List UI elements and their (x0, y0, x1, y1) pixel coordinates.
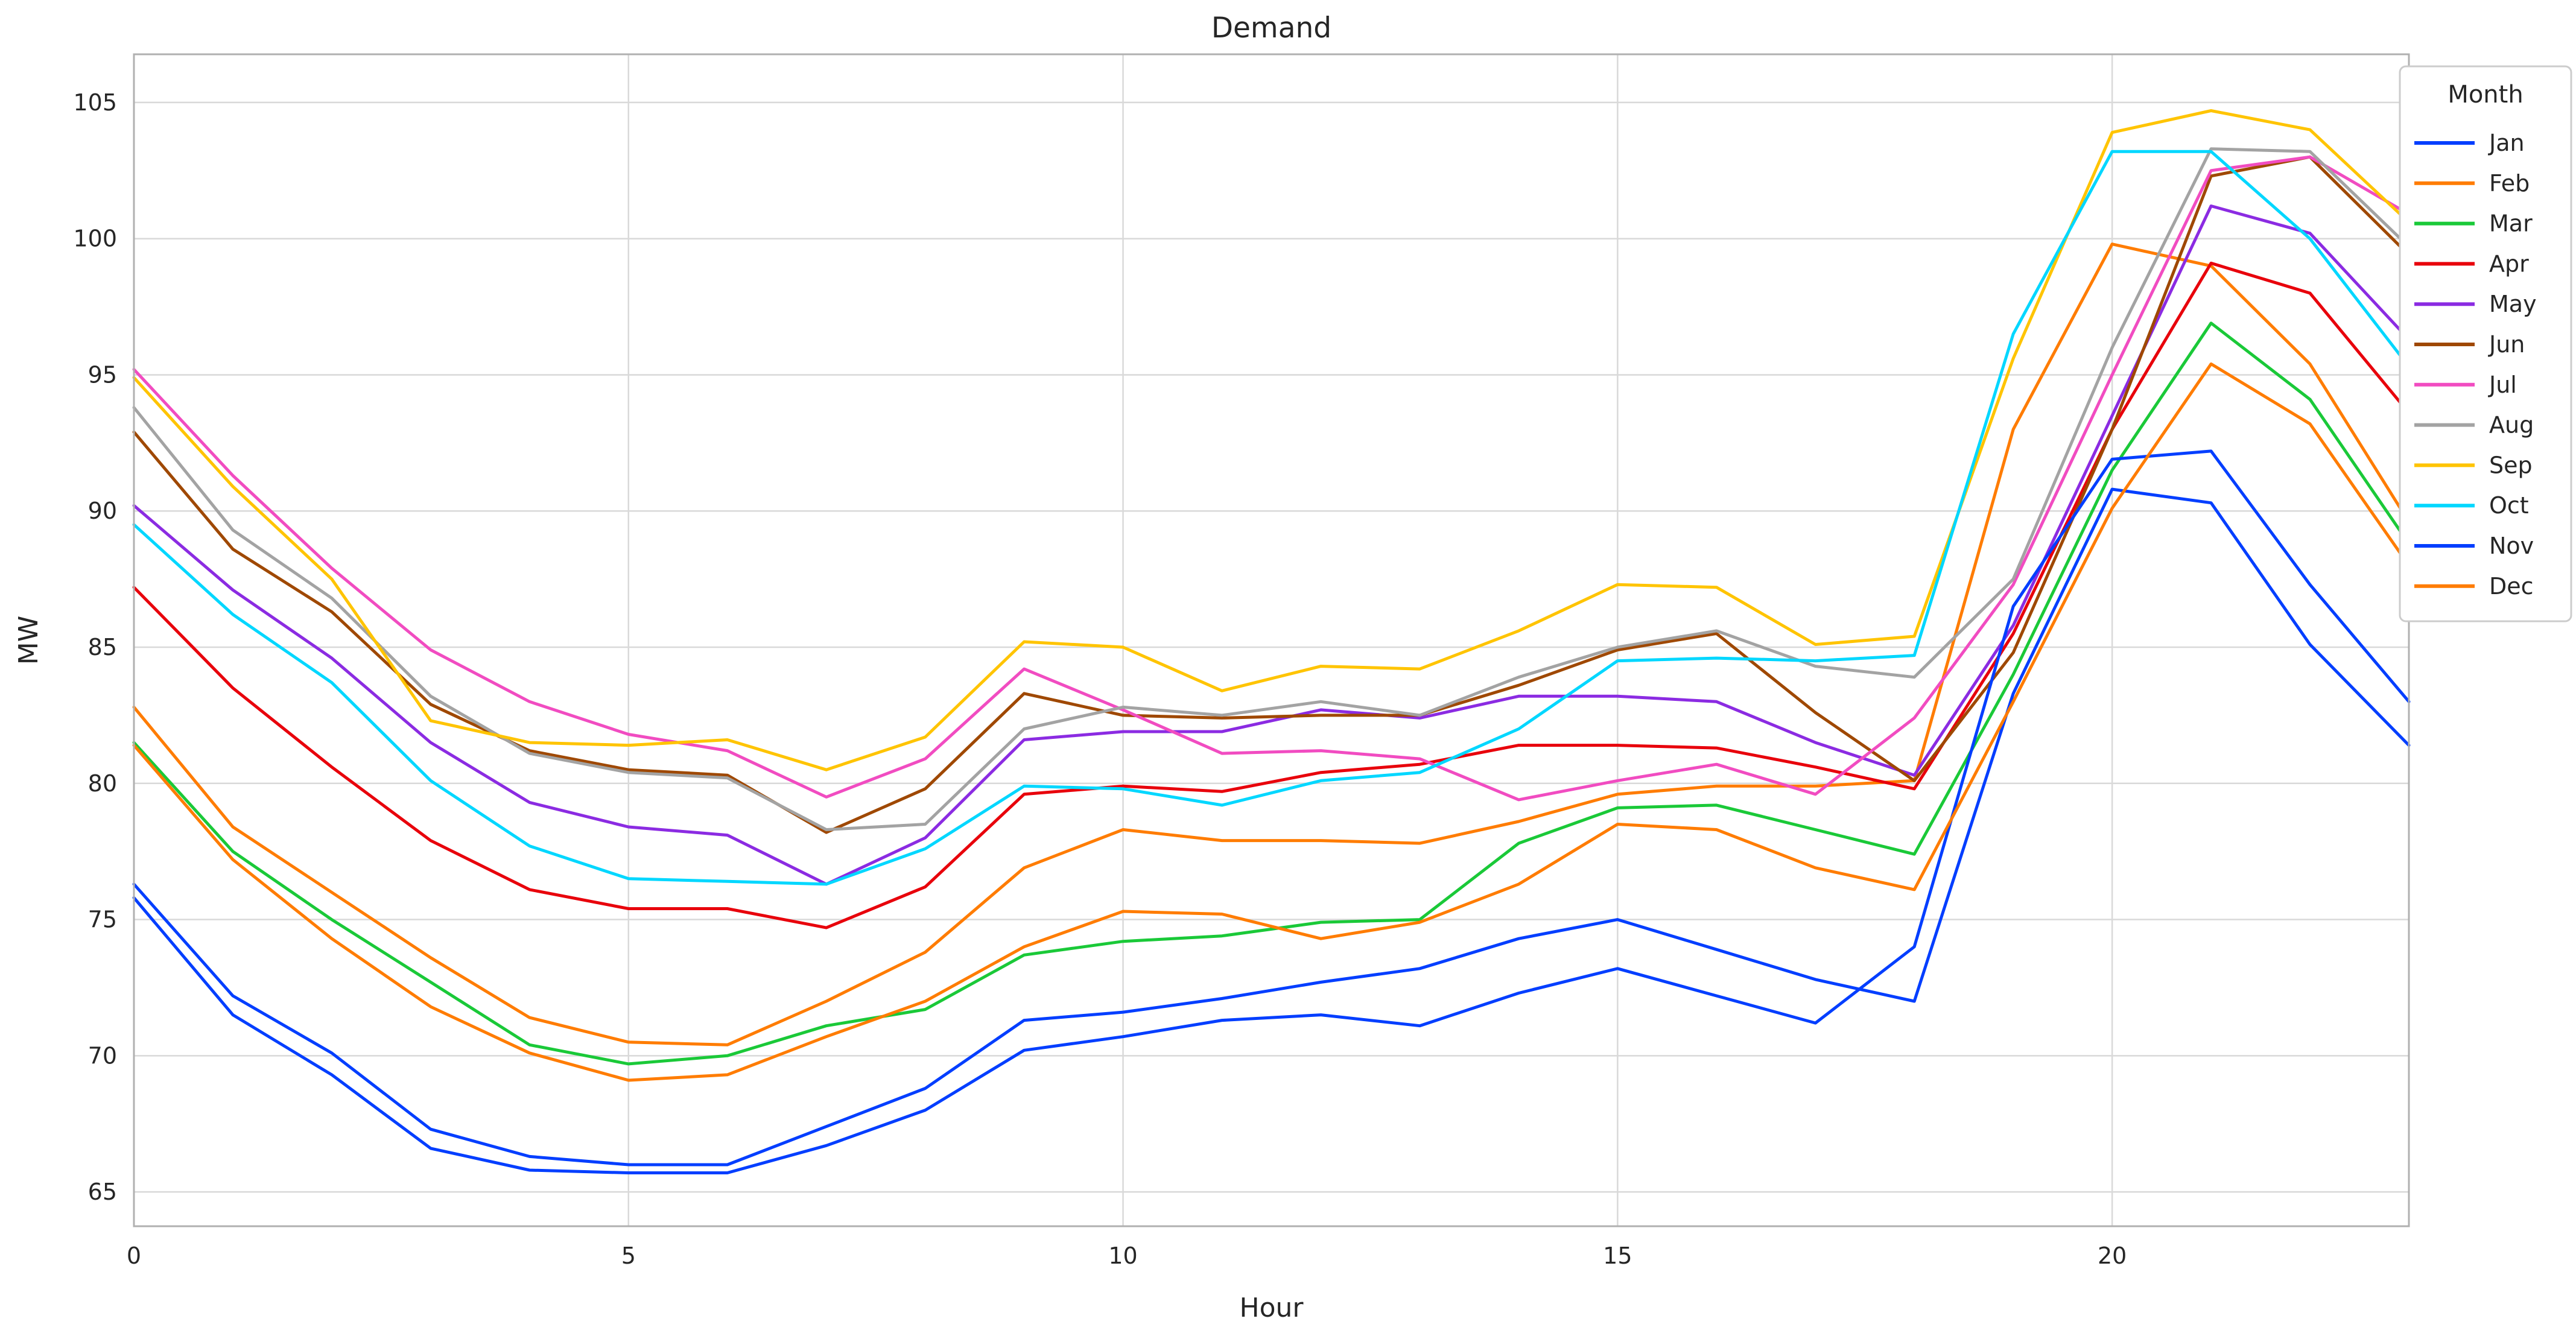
legend-label-jan: Jan (2488, 130, 2525, 156)
x-tick-label-20: 20 (2098, 1243, 2127, 1269)
y-tick-label-80: 80 (88, 770, 117, 797)
y-tick-label-85: 85 (88, 634, 117, 660)
axes-spines (133, 53, 2410, 1227)
x-tick-label-0: 0 (127, 1243, 141, 1269)
plot-area (134, 54, 2409, 1226)
series-line-nov (132, 449, 2411, 1174)
series-line-mar (132, 321, 2411, 1066)
x-tick-label-10: 10 (1108, 1243, 1137, 1269)
x-tick-label-15: 15 (1603, 1243, 1632, 1269)
legend-label-feb: Feb (2489, 170, 2530, 197)
series-line-jul (132, 155, 2411, 802)
series-line-may (132, 204, 2411, 886)
series-line-sep (132, 109, 2411, 771)
legend-label-dec: Dec (2489, 573, 2534, 600)
legend-label-oct: Oct (2489, 492, 2529, 519)
legend-label-jun: Jun (2488, 331, 2525, 358)
x-tick-label-5: 5 (621, 1243, 636, 1269)
legend-label-jul: Jul (2488, 372, 2517, 398)
legend-label-mar: Mar (2489, 211, 2533, 237)
legend-label-aug: Aug (2489, 412, 2534, 438)
y-tick-label-90: 90 (88, 498, 117, 524)
x-axis-label: Hour (1240, 1293, 1304, 1323)
series-line-apr (132, 261, 2411, 929)
y-tick-label-105: 105 (73, 89, 117, 116)
y-tick-label-95: 95 (88, 361, 117, 388)
series-line-jan (132, 487, 2411, 1167)
legend-label-apr: Apr (2489, 250, 2529, 277)
legend-box (2399, 65, 2572, 622)
legend-title: Month (2448, 81, 2523, 109)
series-line-dec (132, 362, 2411, 1082)
y-tick-label-70: 70 (88, 1042, 117, 1069)
y-axis-label: MW (13, 616, 44, 665)
series-line-feb (132, 242, 2411, 1046)
legend-label-may: May (2489, 291, 2537, 317)
legend-label-sep: Sep (2489, 452, 2533, 478)
series-line-oct (132, 150, 2411, 886)
y-tick-label-100: 100 (73, 226, 117, 252)
legend-label-nov: Nov (2489, 533, 2534, 559)
y-tick-label-75: 75 (88, 907, 117, 933)
chart-title: Demand (1211, 11, 1331, 45)
y-tick-label-65: 65 (88, 1179, 117, 1205)
series-line-aug (132, 147, 2411, 831)
